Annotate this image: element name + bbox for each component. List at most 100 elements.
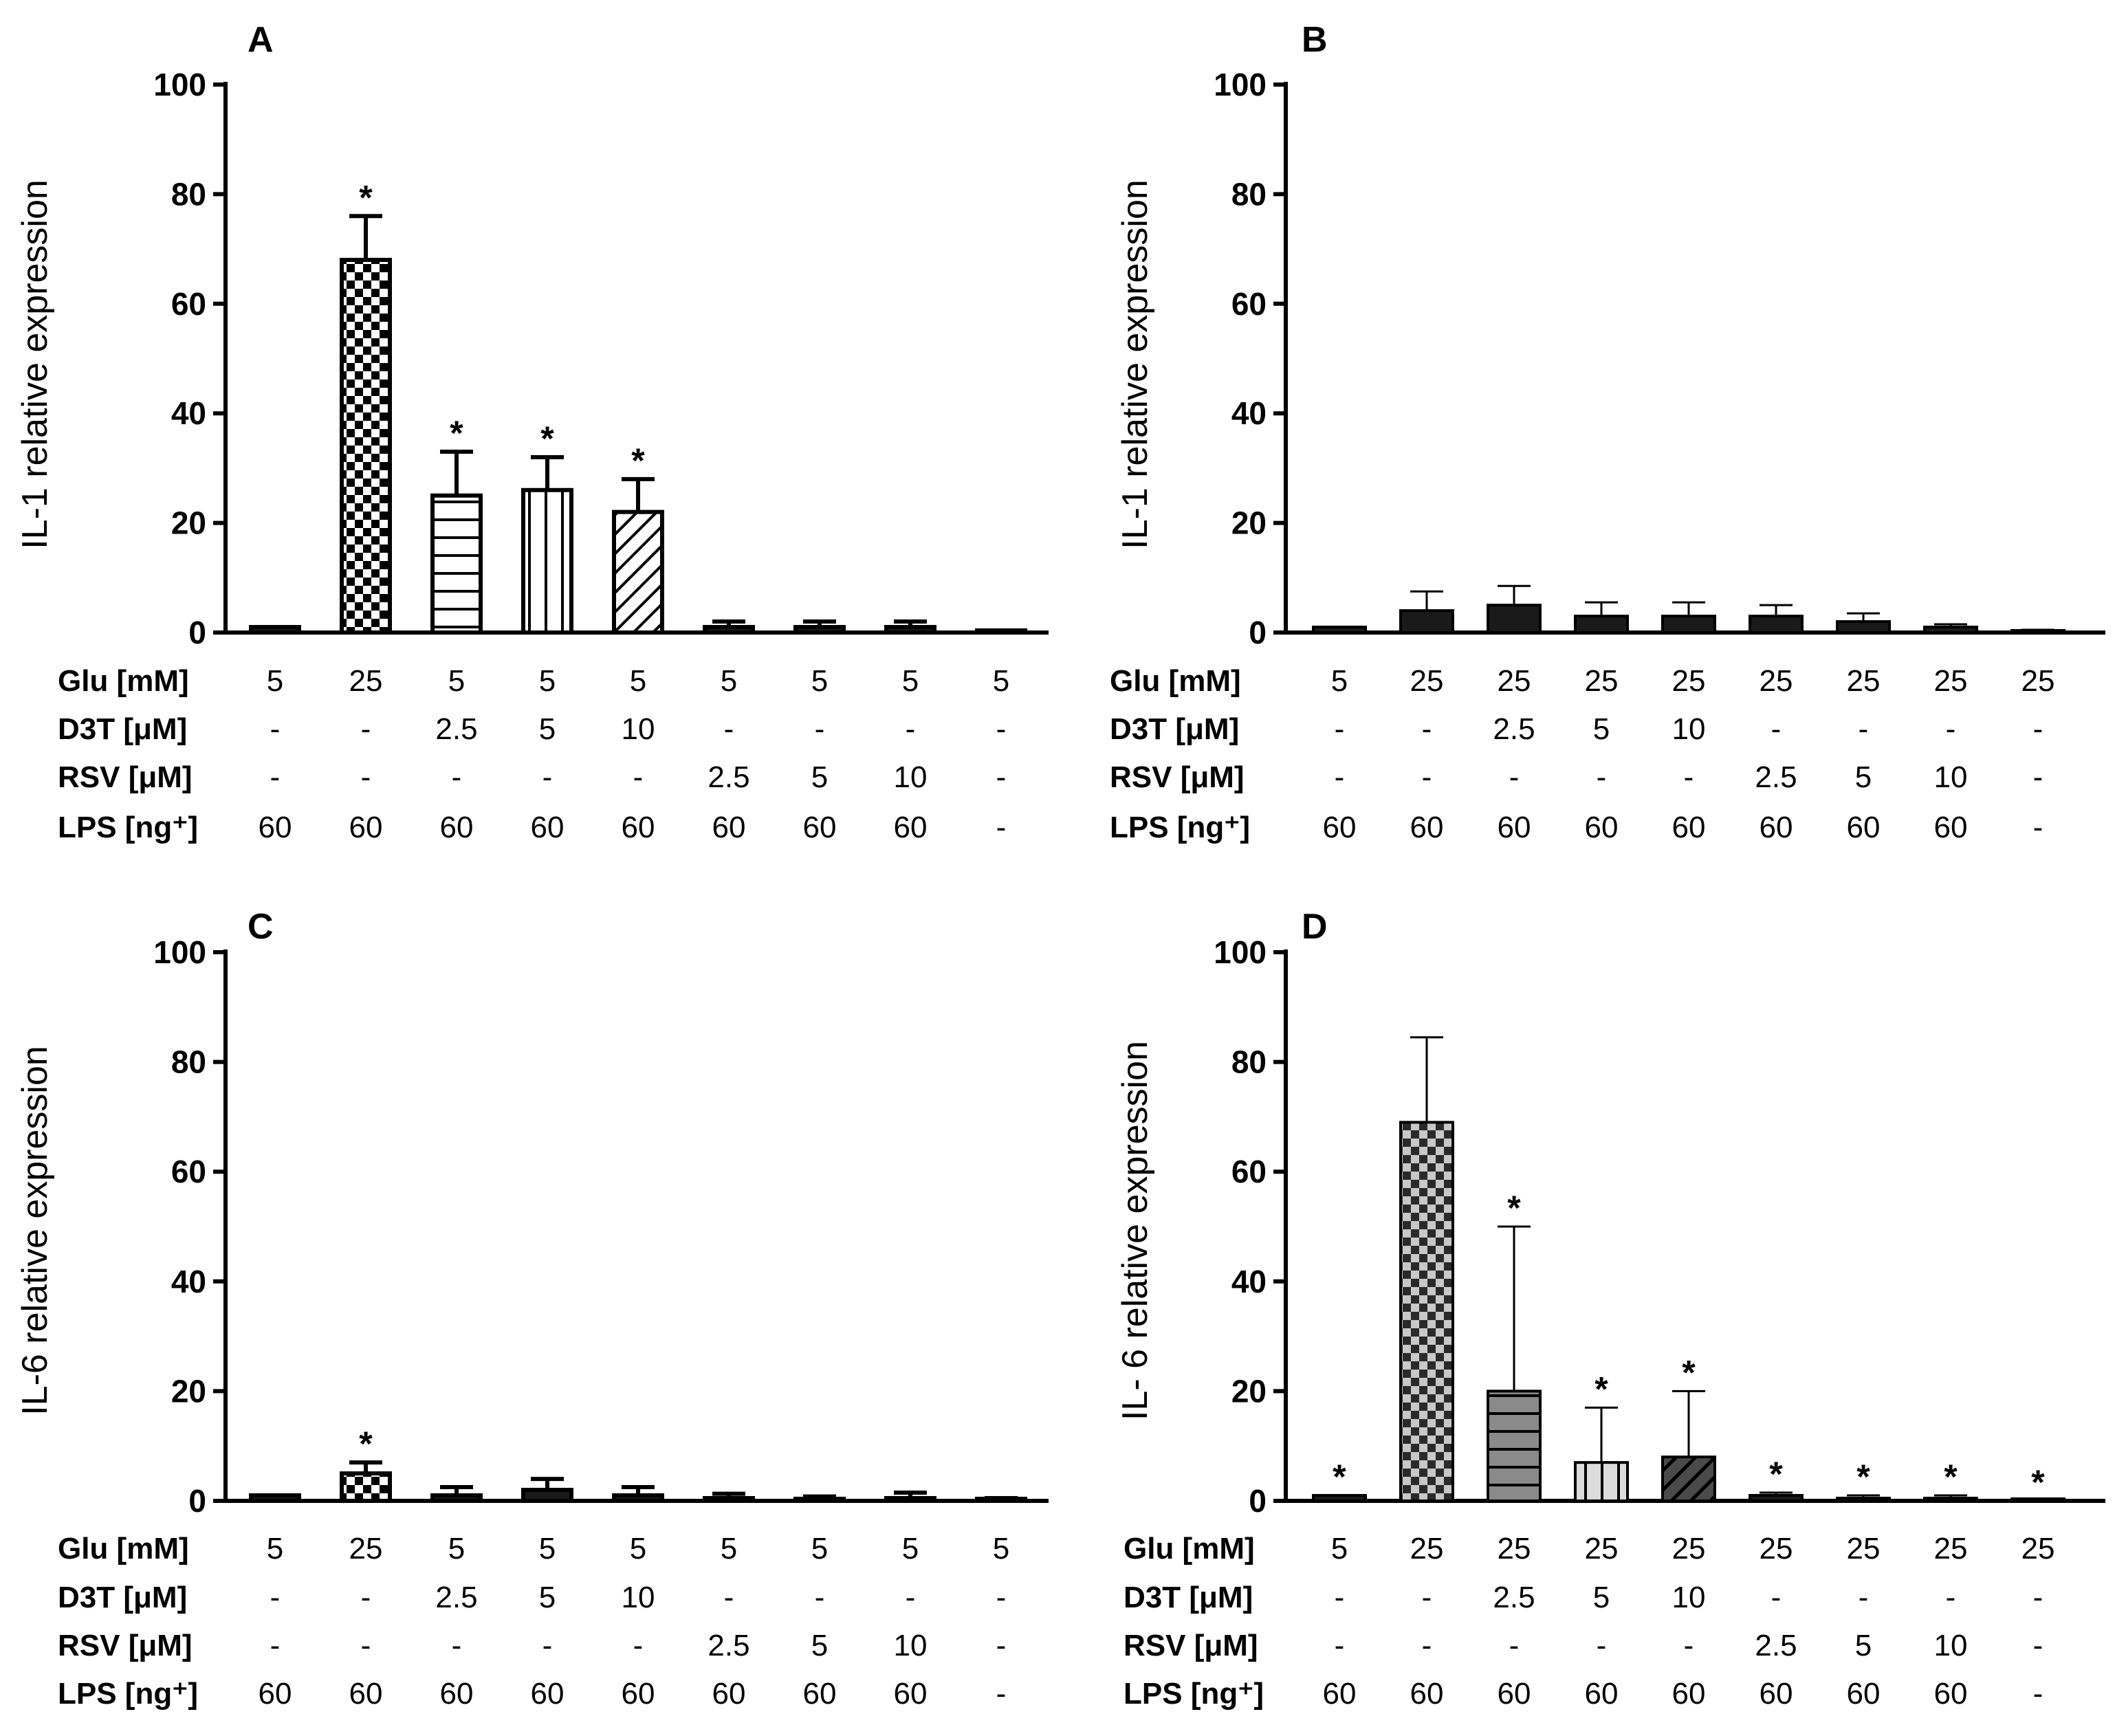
significance-marker: * xyxy=(1595,1370,1608,1408)
condition-cell: 25 xyxy=(1672,664,1706,698)
condition-cell: 60 xyxy=(1672,1677,1706,1711)
y-tick-label: 0 xyxy=(1249,615,1267,650)
condition-cell: - xyxy=(1859,712,1869,746)
condition-cell: 10 xyxy=(1672,1581,1706,1614)
condition-row-label: RSV [μM] xyxy=(58,760,193,794)
significance-marker: * xyxy=(1944,1458,1958,1496)
bar xyxy=(793,1497,846,1503)
condition-row-label: Glu [mM] xyxy=(58,1532,189,1565)
condition-cell: - xyxy=(543,760,553,794)
condition-cell: 5 xyxy=(1855,760,1872,794)
bar xyxy=(2010,1497,2065,1502)
condition-cell: 5 xyxy=(539,712,556,746)
condition-row-label: LPS [ng⁺] xyxy=(1110,811,1250,844)
condition-cell: 5 xyxy=(993,1532,1009,1565)
y-tick-label: 60 xyxy=(1231,1154,1267,1189)
panel-a: A IL-1 relative expression 0 20 40 60 80 100 * * *… xyxy=(15,20,1049,844)
y-tick-label: 40 xyxy=(1231,395,1267,431)
condition-cell: - xyxy=(2033,811,2043,844)
bar xyxy=(884,625,936,635)
condition-cell: 25 xyxy=(1410,1532,1444,1565)
condition-cell: - xyxy=(1335,760,1345,794)
condition-cell: 60 xyxy=(622,1677,655,1711)
condition-cell: 60 xyxy=(1760,811,1793,844)
condition-row-label: D3T [μM] xyxy=(1110,712,1239,746)
significance-marker: * xyxy=(1682,1353,1696,1392)
bar xyxy=(703,1496,755,1504)
condition-cell: 60 xyxy=(1323,1677,1357,1711)
condition-cell: - xyxy=(361,760,371,794)
y-axis-label: IL-6 relative expression xyxy=(15,1046,55,1416)
condition-cell: 25 xyxy=(1934,1532,1968,1565)
condition-cell: 5 xyxy=(902,1532,919,1565)
y-tick-label: 100 xyxy=(1214,67,1267,102)
condition-cell: - xyxy=(2033,1581,2043,1614)
y-tick-label: 80 xyxy=(1231,176,1267,212)
condition-cell: 60 xyxy=(259,811,292,844)
significance-marker: * xyxy=(2031,1463,2045,1502)
condition-cell: 60 xyxy=(1934,1677,1968,1711)
condition-cell: - xyxy=(1597,1629,1607,1662)
y-tick-label: 40 xyxy=(1231,1264,1267,1299)
condition-cell: 60 xyxy=(531,1677,565,1711)
y-axis-label: IL-1 relative expression xyxy=(1115,179,1155,549)
condition-row-label: RSV [μM] xyxy=(1110,760,1245,794)
panel-letter: C xyxy=(248,907,274,947)
condition-cell: 5 xyxy=(721,1532,737,1565)
condition-cell: 2.5 xyxy=(435,1581,477,1614)
condition-cell: - xyxy=(1422,1581,1432,1614)
condition-cell: 10 xyxy=(894,760,928,794)
bar xyxy=(793,625,846,635)
y-tick-label: 20 xyxy=(1231,1373,1267,1409)
condition-cell: - xyxy=(361,712,371,746)
condition-cell: - xyxy=(1684,1629,1694,1662)
condition-cell: 5 xyxy=(1855,1629,1872,1662)
bar xyxy=(1661,1455,1716,1502)
condition-cell: - xyxy=(1859,1581,1869,1614)
condition-row-label: D3T [μM] xyxy=(1124,1581,1253,1614)
condition-cell: - xyxy=(543,1629,553,1662)
condition-cell: 25 xyxy=(1498,664,1531,698)
condition-cell: 25 xyxy=(2021,1532,2055,1565)
condition-cell: - xyxy=(724,712,734,746)
condition-cell: 5 xyxy=(1593,712,1610,746)
condition-cell: - xyxy=(815,1581,825,1614)
condition-cell: 60 xyxy=(259,1677,292,1711)
condition-row-label: Glu [mM] xyxy=(58,664,189,698)
condition-cell: 5 xyxy=(539,1532,556,1565)
significance-marker: * xyxy=(631,441,645,480)
condition-cell: 25 xyxy=(1410,664,1444,698)
condition-row-label: RSV [μM] xyxy=(58,1629,193,1662)
bar xyxy=(1399,609,1454,634)
condition-cell: 60 xyxy=(1847,811,1881,844)
bar xyxy=(1574,1461,1629,1502)
condition-cell: 60 xyxy=(712,811,746,844)
significance-marker: * xyxy=(540,419,554,458)
bar xyxy=(975,628,1027,635)
y-tick-label: 80 xyxy=(171,176,206,212)
y-tick-label: 20 xyxy=(171,505,206,541)
y-tick-label: 100 xyxy=(153,934,206,970)
condition-cell: - xyxy=(1422,760,1432,794)
condition-cell: - xyxy=(996,712,1007,746)
condition-cell: 60 xyxy=(894,811,928,844)
condition-cell: - xyxy=(270,1581,281,1614)
condition-cell: - xyxy=(996,1629,1007,1662)
condition-cell: - xyxy=(361,1581,371,1614)
condition-cell: 60 xyxy=(894,1677,928,1711)
condition-cell: 5 xyxy=(448,664,465,698)
condition-cell: 25 xyxy=(1847,1532,1881,1565)
condition-cell: - xyxy=(2033,1677,2043,1711)
bar xyxy=(521,1488,573,1504)
condition-cell: 5 xyxy=(1331,664,1348,698)
y-tick-label: 80 xyxy=(1231,1044,1267,1080)
condition-cell: - xyxy=(1509,1629,1520,1662)
condition-cell: 60 xyxy=(1323,811,1357,844)
bar xyxy=(1923,626,1978,635)
panel-d: D IL- 6 relative expression 0 20 40 60 80 100 * *… xyxy=(1115,907,2105,1711)
y-tick-label: 20 xyxy=(171,1373,206,1409)
condition-cell: 5 xyxy=(993,664,1009,698)
significance-marker: * xyxy=(359,178,373,217)
condition-cell: - xyxy=(2033,1629,2043,1662)
condition-row-label: LPS [ng⁺] xyxy=(58,811,198,844)
